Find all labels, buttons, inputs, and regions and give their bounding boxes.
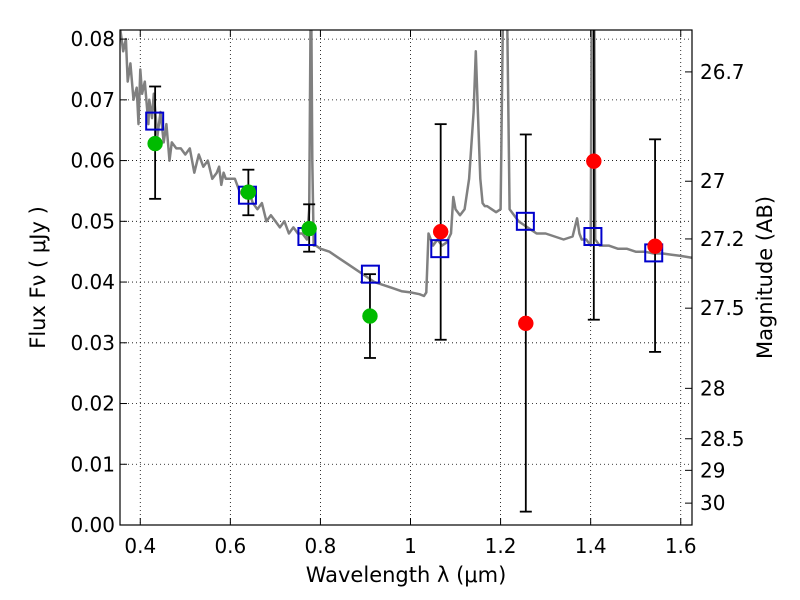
right-tick-label: 27.2	[700, 227, 745, 251]
model-flux-square	[430, 239, 450, 259]
model-flux-square	[515, 211, 535, 231]
y-tick-label: 0.06	[70, 149, 115, 173]
right-tick-label: 28	[700, 376, 725, 400]
x-tick-label: 1.2	[485, 534, 517, 558]
right-tick-label: 26.7	[700, 60, 745, 84]
observed-flux-point	[147, 135, 163, 152]
y-tick-label: 0.03	[70, 331, 115, 355]
observed-flux-point	[301, 220, 317, 237]
right-tick-label: 30	[700, 491, 725, 515]
observed-flux-point	[240, 184, 257, 200]
y-tick-label: 0.07	[70, 88, 115, 112]
model-flux-square	[583, 227, 603, 247]
x-tick-label: 1.6	[665, 534, 697, 558]
observed-flux-point	[432, 223, 449, 240]
x-tick-label: 1.4	[575, 534, 607, 558]
axes: 0.4 0.6 0.8 1 1.2 1.4 1.6 0.00 0.01 0.02 0.03 0.04 0…	[70, 27, 744, 558]
right-tick-label: 28.5	[700, 427, 745, 451]
model-flux-square	[360, 264, 380, 284]
model-flux-square	[145, 111, 165, 131]
observed-flux-point	[518, 315, 534, 332]
y-axis-label: Flux Fν ( μJy )	[26, 206, 50, 349]
observed-flux-point	[586, 153, 602, 169]
y-tick-label: 0.00	[70, 513, 115, 537]
plot-content	[120, 30, 692, 513]
y-tick-label: 0.01	[70, 452, 115, 476]
plot-frame	[119, 29, 693, 526]
right-tick-label: 27.5	[700, 296, 745, 320]
x-axis-label: Wavelength λ (μm)	[306, 563, 507, 587]
observed-flux-point	[362, 308, 378, 324]
x-tick-label: 0.4	[124, 534, 156, 558]
observed-flux-point	[647, 238, 663, 254]
right-tick-label: 29	[700, 458, 725, 482]
y-tick-label: 0.05	[70, 209, 115, 233]
x-tick-label: 1	[404, 534, 417, 558]
y-tick-label: 0.08	[70, 27, 115, 51]
y-tick-label: 0.04	[70, 270, 115, 294]
right-axis-label: Magnitude (AB)	[753, 196, 777, 359]
x-tick-label: 0.6	[214, 534, 246, 558]
x-tick-label: 0.8	[305, 534, 337, 558]
right-tick-label: 27	[700, 169, 725, 193]
y-tick-label: 0.02	[70, 392, 115, 416]
